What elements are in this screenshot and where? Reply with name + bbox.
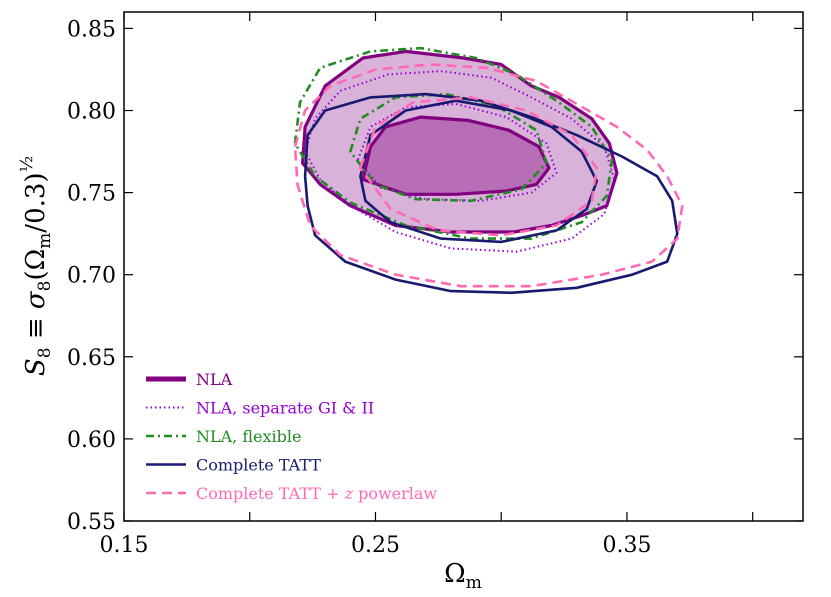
- legend-label-0: NLA: [196, 370, 233, 389]
- legend: NLA NLA, separate GI & II NLA, flexible Com…: [146, 370, 437, 503]
- contour-line-3-1: [359, 99, 599, 244]
- y-tick-label-6: 0.85: [67, 17, 116, 42]
- y-tick-label-5: 0.80: [67, 100, 116, 125]
- y-tick-label-3: 0.70: [67, 264, 116, 289]
- x-tick-label-1: 0.25: [351, 533, 400, 558]
- legend-label-3: Complete TATT: [196, 456, 321, 475]
- x-tick-label-2: 0.35: [602, 533, 651, 558]
- legend-label-4: Complete TATT + z powerlaw: [196, 484, 437, 503]
- tick-layer: 0.15 0.25 0.35 0.55 0.60 0.65 0.70 0.75 0.80 0.85: [67, 12, 803, 558]
- x-tick-label-0: 0.15: [100, 533, 149, 558]
- contour-line-4-1: [359, 96, 599, 237]
- x-axis-label: Ωm: [444, 559, 482, 593]
- y-tick-label-2: 0.65: [67, 346, 116, 371]
- y-tick-label-0: 0.55: [67, 510, 116, 535]
- contour-line-0-1: [361, 115, 551, 196]
- y-tick-label-1: 0.60: [67, 428, 116, 453]
- contour-line-0-0: [301, 49, 619, 234]
- plot-frame: [123, 11, 804, 522]
- y-axis-label: S8 ≡ σ8(Ωm/0.3)½: [17, 156, 55, 376]
- contour-line-3-0: [303, 92, 679, 295]
- contour-fill-0-1: [362, 117, 549, 195]
- legend-label-1: NLA, separate GI & II: [196, 399, 374, 418]
- contour-layer: [293, 46, 684, 295]
- legend-label-2: NLA, flexible: [196, 427, 301, 446]
- contour-line-4-0: [293, 63, 684, 288]
- contour-line-2-1: [349, 92, 548, 203]
- y-tick-label-4: 0.75: [67, 182, 116, 207]
